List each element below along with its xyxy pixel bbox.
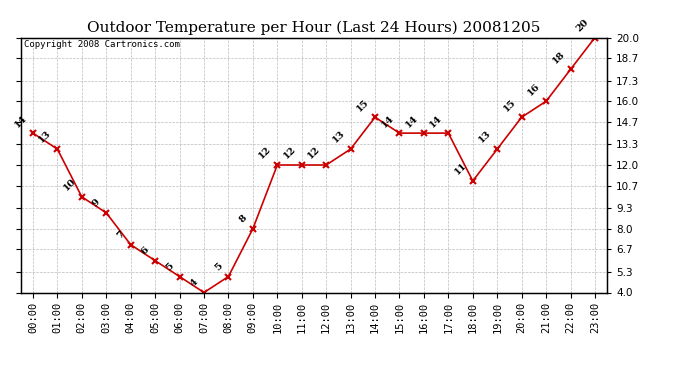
Text: Copyright 2008 Cartronics.com: Copyright 2008 Cartronics.com [23,40,179,49]
Text: 20: 20 [575,17,591,33]
Text: 8: 8 [237,213,248,225]
Text: 14: 14 [428,113,444,129]
Text: 13: 13 [477,129,493,145]
Text: 12: 12 [306,145,322,161]
Text: 5: 5 [213,261,224,272]
Text: 14: 14 [13,113,29,129]
Text: 7: 7 [115,230,126,240]
Text: 18: 18 [551,50,566,65]
Text: 14: 14 [404,113,420,129]
Text: 12: 12 [257,145,273,161]
Text: 10: 10 [61,177,78,193]
Text: 14: 14 [380,113,395,129]
Text: 13: 13 [331,129,346,145]
Text: 6: 6 [140,245,151,256]
Text: 13: 13 [37,129,53,145]
Title: Outdoor Temperature per Hour (Last 24 Hours) 20081205: Outdoor Temperature per Hour (Last 24 Ho… [87,21,541,35]
Text: 5: 5 [164,261,175,272]
Text: 12: 12 [282,145,297,161]
Text: 9: 9 [91,198,102,208]
Text: 16: 16 [526,81,542,97]
Text: 15: 15 [355,97,371,113]
Text: 15: 15 [502,97,518,113]
Text: 11: 11 [453,161,469,177]
Text: 4: 4 [188,277,200,288]
